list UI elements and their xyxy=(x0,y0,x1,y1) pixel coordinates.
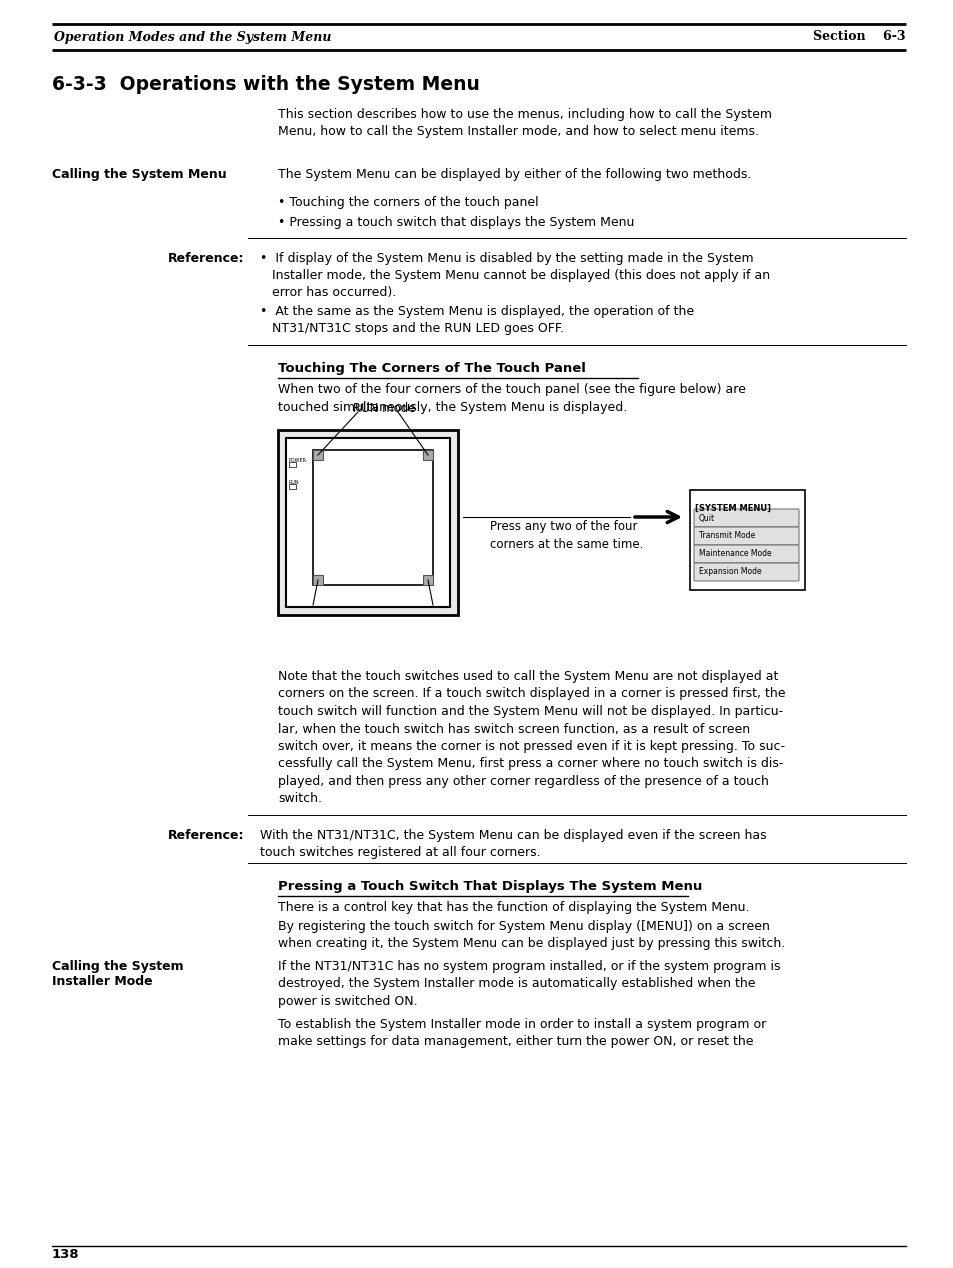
Text: Pressing a Touch Switch That Displays The System Menu: Pressing a Touch Switch That Displays Th… xyxy=(277,880,701,893)
Bar xyxy=(313,450,323,460)
Text: Section    6-3: Section 6-3 xyxy=(813,30,905,43)
Text: RUN: RUN xyxy=(289,481,299,484)
Text: The System Menu can be displayed by either of the following two methods.: The System Menu can be displayed by eith… xyxy=(277,167,751,181)
Text: If the NT31/NT31C has no system program installed, or if the system program is
d: If the NT31/NT31C has no system program … xyxy=(277,960,780,1008)
Bar xyxy=(313,450,433,585)
Bar xyxy=(277,430,457,615)
Text: 138: 138 xyxy=(52,1248,79,1260)
FancyBboxPatch shape xyxy=(693,527,799,545)
Text: By registering the touch switch for System Menu display ([MENU]) on a screen
whe: By registering the touch switch for Syst… xyxy=(277,921,784,950)
Text: Note that the touch switches used to call the System Menu are not displayed at
c: Note that the touch switches used to cal… xyxy=(277,670,784,805)
Text: Touching The Corners of The Touch Panel: Touching The Corners of The Touch Panel xyxy=(277,361,585,375)
Bar xyxy=(313,574,323,585)
Text: Transmit Mode: Transmit Mode xyxy=(699,531,755,540)
Text: Reference:: Reference: xyxy=(168,252,244,265)
Text: Expansion Mode: Expansion Mode xyxy=(699,568,760,577)
Text: • Pressing a touch switch that displays the System Menu: • Pressing a touch switch that displays … xyxy=(277,216,634,230)
Text: This section describes how to use the menus, including how to call the System
Me: This section describes how to use the me… xyxy=(277,108,771,138)
Text: With the NT31/NT31C, the System Menu can be displayed even if the screen has
tou: With the NT31/NT31C, the System Menu can… xyxy=(260,829,766,858)
Text: •  At the same as the System Menu is displayed, the operation of the
   NT31/NT3: • At the same as the System Menu is disp… xyxy=(260,306,694,335)
Text: Quit: Quit xyxy=(699,514,715,522)
Bar xyxy=(689,489,804,590)
Bar xyxy=(286,437,450,607)
Bar xyxy=(422,450,433,460)
Text: To establish the System Installer mode in order to install a system program or
m: To establish the System Installer mode i… xyxy=(277,1018,765,1049)
Text: When two of the four corners of the touch panel (see the figure below) are
touch: When two of the four corners of the touc… xyxy=(277,383,745,413)
Text: POWER: POWER xyxy=(289,458,307,463)
Text: [SYSTEM MENU]: [SYSTEM MENU] xyxy=(695,503,770,514)
Text: Reference:: Reference: xyxy=(168,829,244,842)
FancyBboxPatch shape xyxy=(693,563,799,581)
Text: Operation Modes and the System Menu: Operation Modes and the System Menu xyxy=(54,30,331,43)
Text: Calling the System
Installer Mode: Calling the System Installer Mode xyxy=(52,960,183,988)
Text: •  If display of the System Menu is disabled by the setting made in the System
 : • If display of the System Menu is disab… xyxy=(260,252,769,299)
Bar xyxy=(289,462,295,467)
Bar xyxy=(422,574,433,585)
Text: • Touching the corners of the touch panel: • Touching the corners of the touch pane… xyxy=(277,197,538,209)
Text: 6-3-3  Operations with the System Menu: 6-3-3 Operations with the System Menu xyxy=(52,75,479,94)
FancyBboxPatch shape xyxy=(693,545,799,563)
Bar xyxy=(289,484,295,489)
Text: Calling the System Menu: Calling the System Menu xyxy=(52,167,227,181)
Text: There is a control key that has the function of displaying the System Menu.: There is a control key that has the func… xyxy=(277,902,749,914)
Text: Maintenance Mode: Maintenance Mode xyxy=(699,549,771,558)
Text: Press any two of the four
corners at the same time.: Press any two of the four corners at the… xyxy=(490,520,642,552)
FancyBboxPatch shape xyxy=(693,508,799,527)
Text: RUN mode: RUN mode xyxy=(353,402,416,415)
